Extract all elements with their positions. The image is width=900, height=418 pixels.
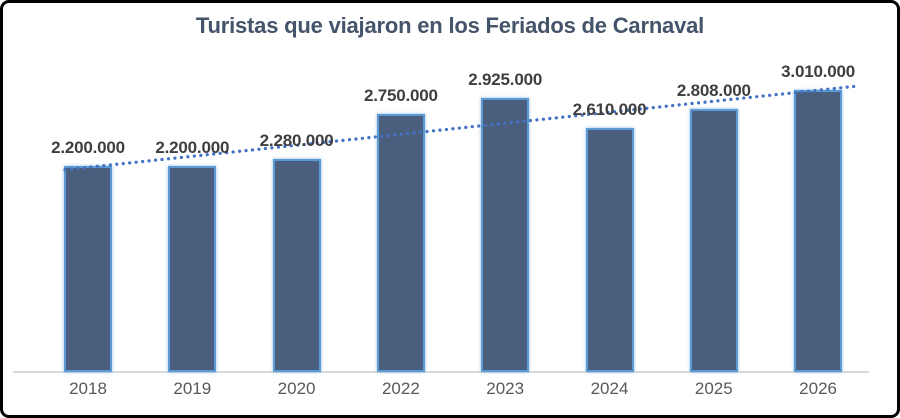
x-axis-label-2026: 2026 [799,379,837,398]
plot-area: 2.200.000 2018 2.200.000 2019 2.280.000 2020 2… [3,3,897,415]
x-axis-label-2020: 2020 [277,379,316,398]
x-axis-label-2022: 2022 [381,379,420,398]
x-axis-label-2023: 2023 [486,379,525,398]
bar-2022 [376,114,425,372]
bar-2019 [168,166,217,372]
bar-2024 [585,128,634,372]
bar-value-label: 3.010.000 [781,62,856,81]
bar-value-label: 2.925.000 [468,70,543,89]
bar-2023 [481,98,530,372]
x-axis-label-2019: 2019 [173,379,212,398]
x-axis-label-2018: 2018 [69,379,107,398]
bar-2025 [689,109,738,372]
bar-value-label: 2.610.000 [572,100,647,119]
x-axis-label-2025: 2025 [694,379,733,398]
bar-2018 [64,166,112,372]
bar-2020 [272,159,321,372]
bar-value-label: 2.808.000 [676,81,751,100]
x-axis-label-2024: 2024 [590,379,629,398]
bar-value-label: 2.280.000 [259,131,334,150]
x-axis-line [13,371,869,373]
bar-2026 [794,90,843,372]
chart-title: Turistas que viajaron en los Feriados de… [195,13,705,38]
